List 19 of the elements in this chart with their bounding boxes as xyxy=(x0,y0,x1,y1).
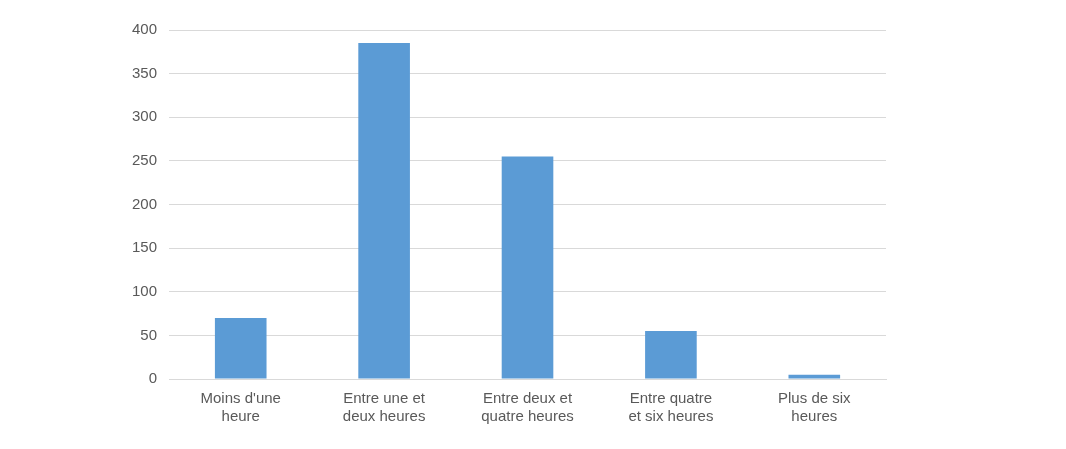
y-tick-label: 100 xyxy=(132,281,158,299)
bar xyxy=(645,331,697,379)
y-tick-label: 0 xyxy=(148,369,158,387)
bar xyxy=(214,317,267,379)
x-tick-label: Entre une et deux heures xyxy=(342,389,426,425)
y-tick-label: 200 xyxy=(132,194,158,212)
y-tick-label: 300 xyxy=(132,107,158,125)
y-tick-label: 400 xyxy=(132,20,158,38)
y-tick-label: 350 xyxy=(132,63,158,81)
x-tick-label: Moins d'une heure xyxy=(200,389,281,425)
y-tick-label: 150 xyxy=(132,238,158,256)
x-tick-label: Entre deux et quatre heures xyxy=(481,389,574,425)
y-tick-label: 50 xyxy=(140,325,158,343)
x-tick-label: Plus de six heures xyxy=(778,389,852,425)
bar xyxy=(358,43,410,379)
bar xyxy=(501,156,554,379)
bar xyxy=(788,374,841,379)
x-tick-label: Entre quatre et six heures xyxy=(628,389,714,425)
y-tick-label: 250 xyxy=(132,151,158,169)
